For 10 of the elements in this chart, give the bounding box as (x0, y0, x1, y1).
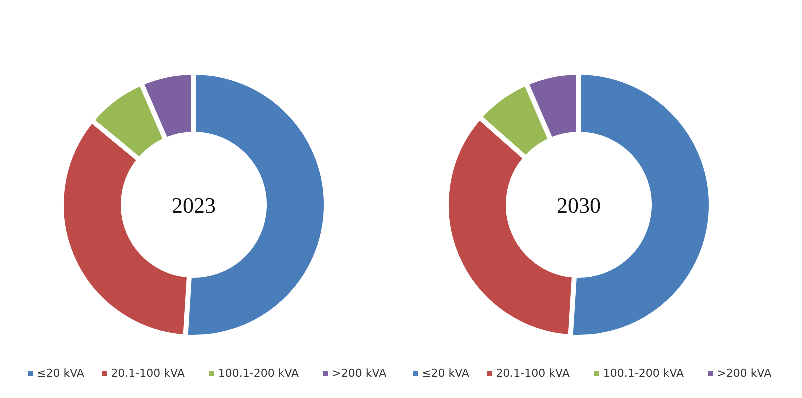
text: 2023 (172, 193, 216, 218)
legend-label: ≤20 kVA (422, 367, 470, 380)
text: 2030 (557, 193, 601, 218)
legend-label: >200 kVA (332, 367, 388, 380)
legend-label: 20.1-100 kVA (111, 367, 186, 380)
legend-label: ≤20 kVA (37, 367, 85, 380)
legend-label: 20.1-100 kVA (496, 367, 570, 380)
legend-label: >200 kVA (717, 367, 772, 380)
legend-label: 100.1-200 kVA (218, 367, 300, 380)
legend-label: 100.1-200 kVA (603, 367, 685, 380)
